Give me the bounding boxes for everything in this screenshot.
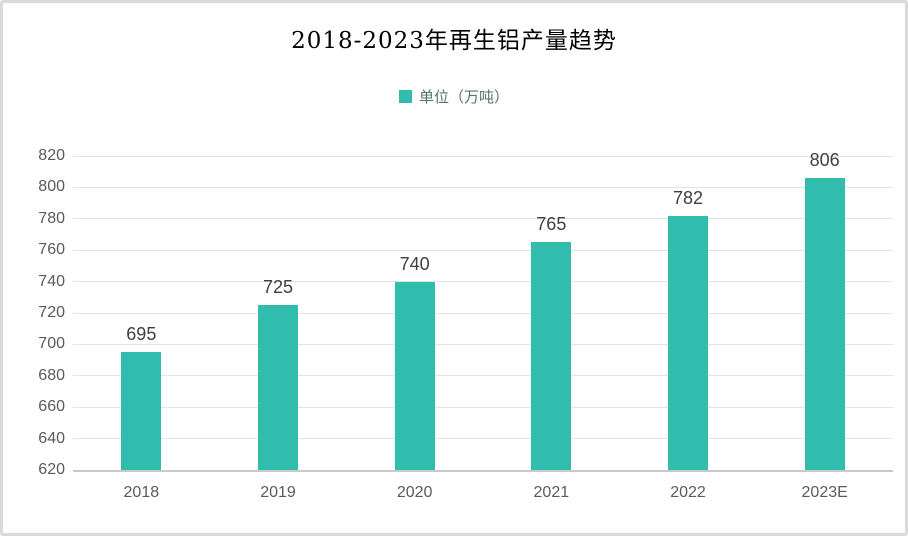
bar-value-label-2023E: 806	[809, 149, 840, 170]
x-tick-label-2023E: 2023E	[801, 484, 848, 501]
y-tick-label-640: 640	[38, 429, 65, 447]
legend: 单位（万吨）	[3, 86, 905, 107]
chart-title: 2018-2023年再生铝产量趋势	[291, 28, 617, 54]
y-tick-label-740: 740	[38, 272, 65, 290]
x-tick-label-2021: 2021	[533, 484, 570, 501]
gridline-660	[73, 406, 893, 408]
bar-value-label-2022: 782	[672, 187, 704, 208]
y-tick-label-680: 680	[38, 366, 65, 384]
plot-area	[73, 155, 893, 472]
gridline-820	[73, 155, 893, 157]
gridline-800	[73, 186, 893, 188]
x-tick-label-2022: 2022	[670, 484, 706, 501]
y-tick-label-720: 720	[38, 304, 65, 321]
bar-2022	[668, 215, 708, 470]
y-tick-label-760: 760	[38, 241, 65, 259]
x-tick-label-2018: 2018	[123, 484, 160, 501]
y-tick-label-780: 780	[38, 209, 65, 227]
gridline-720	[73, 312, 893, 314]
gridline-700	[73, 343, 893, 345]
y-tick-label-700: 700	[38, 335, 65, 353]
x-tick-label-2020: 2020	[396, 484, 433, 501]
bar-value-label-2019: 725	[262, 277, 294, 298]
y-tick-label-620: 620	[38, 461, 65, 478]
gridline-760	[73, 249, 893, 251]
bar-2021	[531, 242, 572, 470]
legend-color-swatch	[398, 90, 412, 103]
bar-value-label-2020: 740	[399, 253, 430, 274]
gridline-740	[73, 281, 893, 283]
bar-2018	[121, 352, 162, 470]
y-tick-label-660: 660	[38, 398, 65, 416]
bar-value-label-2021: 765	[536, 214, 567, 235]
gridline-680	[73, 375, 893, 377]
bar-2019	[258, 305, 298, 470]
gridline-780	[73, 218, 893, 220]
bar-value-label-2018: 695	[126, 324, 157, 345]
y-tick-label-820: 820	[38, 147, 65, 164]
bar-2020	[394, 281, 435, 470]
legend-label: 单位（万吨）	[418, 89, 509, 106]
y-tick-label-800: 800	[38, 178, 65, 196]
bar-2023E	[804, 177, 845, 470]
gridline-640	[73, 438, 893, 440]
x-tick-label-2019: 2019	[260, 484, 296, 501]
